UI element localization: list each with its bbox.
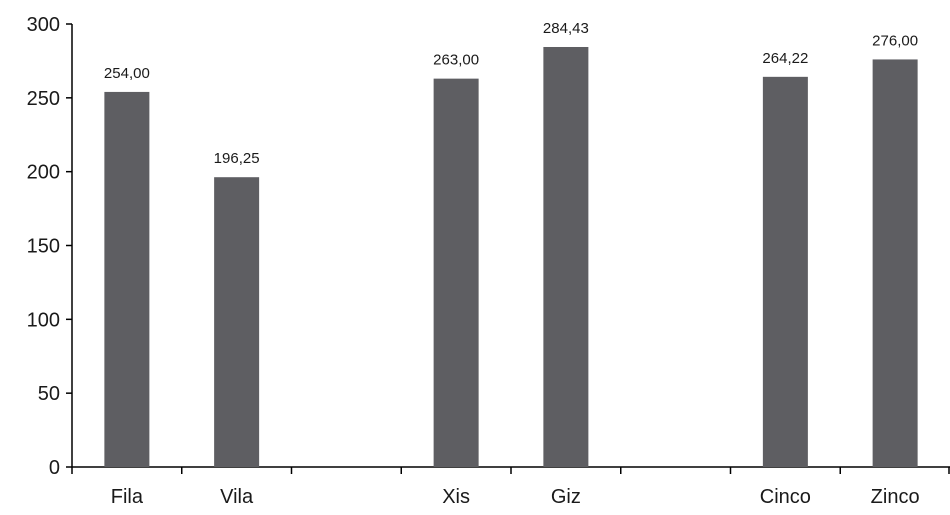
y-axis: 0 50 100 150 200 250 300 xyxy=(27,14,73,479)
y-tick-label: 200 xyxy=(27,162,60,184)
data-labels: 254,00 196,25 263,00 284,43 264,22 276,00 xyxy=(104,20,918,167)
y-tick-label: 250 xyxy=(27,88,60,110)
bar-value-label: 254,00 xyxy=(104,65,150,82)
bars xyxy=(104,46,918,468)
bar-zinco xyxy=(872,59,918,467)
bar-value-label: 196,25 xyxy=(214,150,260,167)
x-category-label: Cinco xyxy=(760,486,811,508)
x-category-label: Giz xyxy=(551,486,581,508)
bar-giz xyxy=(543,46,589,467)
y-tick-label: 100 xyxy=(27,309,60,331)
y-tick-label: 300 xyxy=(27,14,60,36)
bar-value-label: 276,00 xyxy=(872,32,918,49)
x-category-label: Xis xyxy=(442,486,470,508)
bar-xis xyxy=(433,78,479,468)
bar-fila xyxy=(104,91,150,467)
bar-value-label: 284,43 xyxy=(543,20,589,37)
bar-cinco xyxy=(762,76,808,467)
x-category-label: Fila xyxy=(111,486,144,508)
x-axis: Fila Vila Xis Giz Cinco Zinco xyxy=(71,466,950,508)
y-tick-label: 150 xyxy=(27,236,60,258)
x-category-label: Zinco xyxy=(871,486,920,508)
y-tick-label: 50 xyxy=(38,383,60,405)
bar-value-label: 264,22 xyxy=(762,50,808,67)
x-category-label: Vila xyxy=(220,486,254,508)
bar-vila xyxy=(214,177,260,467)
y-tick-label: 0 xyxy=(49,457,60,479)
bar-value-label: 263,00 xyxy=(433,52,479,69)
